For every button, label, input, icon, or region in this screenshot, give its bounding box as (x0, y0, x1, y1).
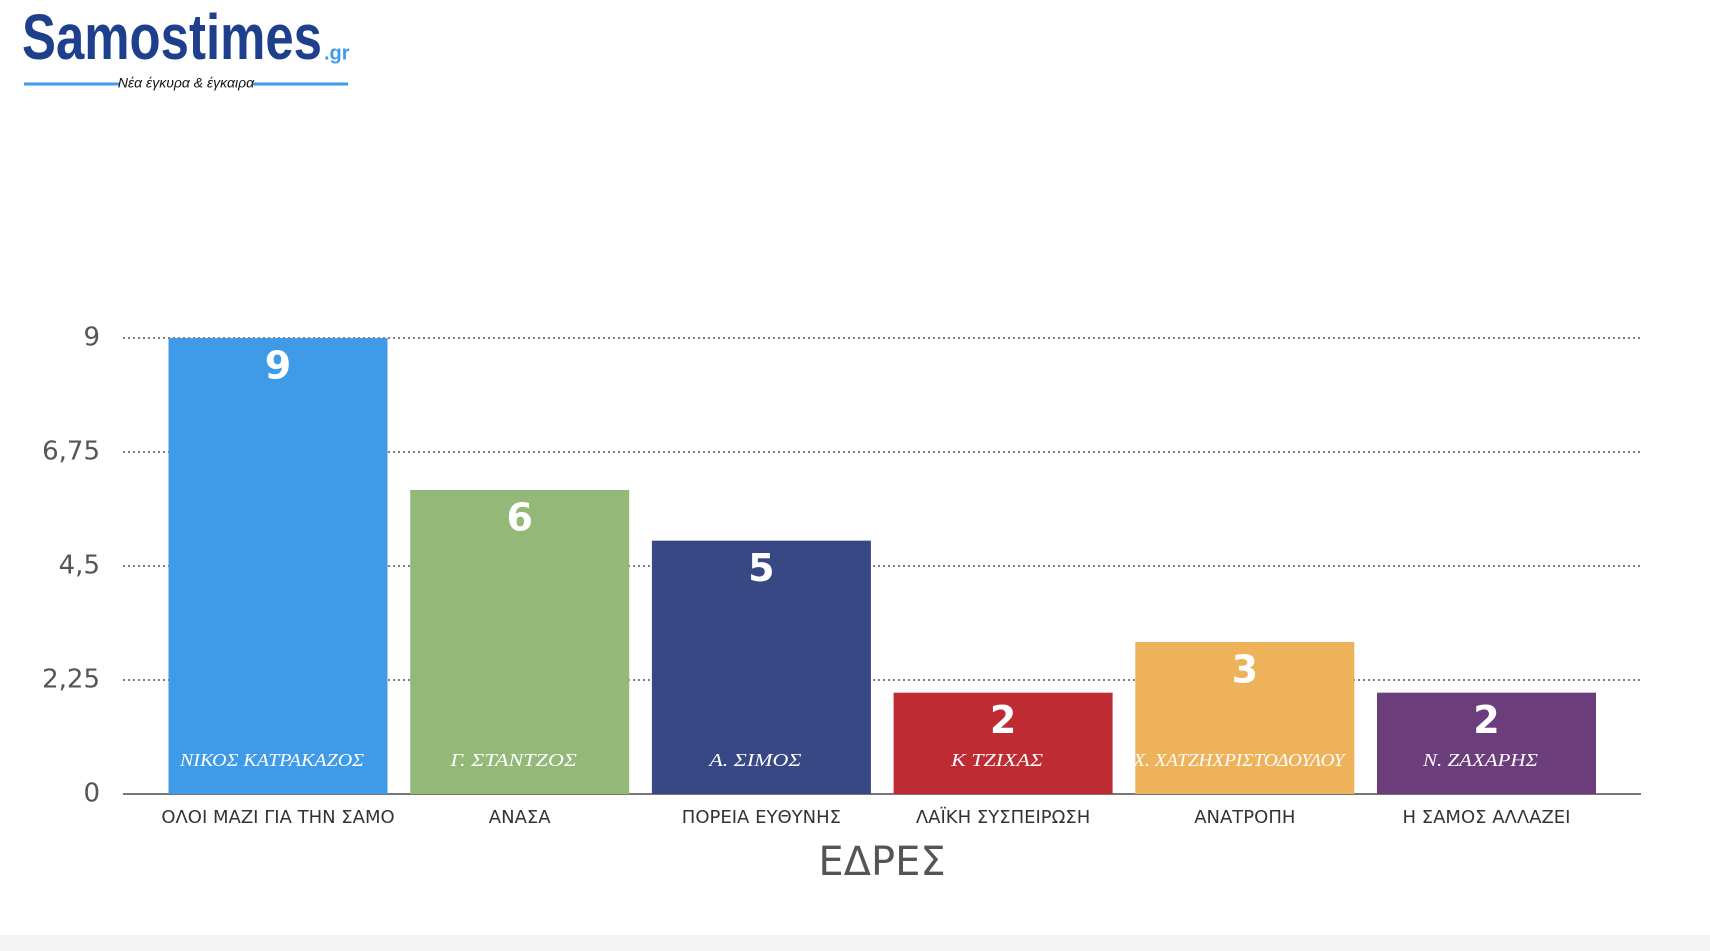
bar (410, 490, 630, 794)
bar-label: Χ. ΧΑΤΖΗΧΡΙΣΤΟΔΟΥΛΟΥ (1132, 750, 1346, 770)
x-tick-label: ΠΟΡΕΙΑ ΕΥΘΥΝΗΣ (682, 807, 841, 828)
bar (168, 338, 388, 794)
x-tick-label: ΑΝΑΣΑ (489, 807, 551, 828)
bar-label: Ν. ΖΑΧΑΡΗΣ (1422, 750, 1539, 770)
x-tick-label: ΛΑΪΚΗ ΣΥΣΠΕΙΡΩΣΗ (916, 807, 1090, 828)
x-tick-label: ΟΛΟΙ ΜΑΖΙ ΓΙΑ ΤΗΝ ΣΑΜΟ (161, 807, 394, 828)
bar (651, 540, 871, 794)
y-tick-label: 9 (83, 323, 100, 353)
x-axis-label: ΕΔΡΕΣ (818, 839, 945, 885)
logo-suffix: .gr (324, 42, 350, 64)
value-label: 3 (1232, 648, 1258, 692)
slogan: Νέα έγκυρα & έγκαιρα (118, 75, 255, 91)
bar-label: Κ ΤΖΙΧΑΣ (950, 750, 1044, 770)
y-tick-label: 2,25 (42, 665, 100, 695)
bar (893, 692, 1113, 794)
x-tick-label: ΑΝΑΤΡΟΠΗ (1194, 807, 1295, 828)
bar (1135, 642, 1355, 794)
y-tick-label: 0 (83, 779, 100, 809)
bar (1377, 692, 1596, 794)
y-tick-label: 4,5 (59, 551, 100, 581)
logo: Samostimes (22, 1, 322, 73)
x-tick-label: Η ΣΑΜΟΣ ΑΛΛΑΖΕΙ (1402, 807, 1570, 828)
value-label: 2 (990, 698, 1016, 742)
value-label: 9 (265, 344, 291, 388)
bar-label: Α. ΣΙΜΟΣ (708, 750, 802, 770)
value-label: 2 (1473, 698, 1499, 742)
bar-label: Γ. ΣΤΑΝΤΖΟΣ (449, 750, 577, 770)
value-label: 5 (748, 546, 774, 590)
value-label: 6 (506, 496, 532, 540)
y-tick-label: 6,75 (42, 437, 100, 467)
footer-strip (0, 935, 1710, 951)
bar-label: ΝΙΚΟΣ ΚΑΤΡΑΚΑΖΟΣ (179, 750, 364, 770)
